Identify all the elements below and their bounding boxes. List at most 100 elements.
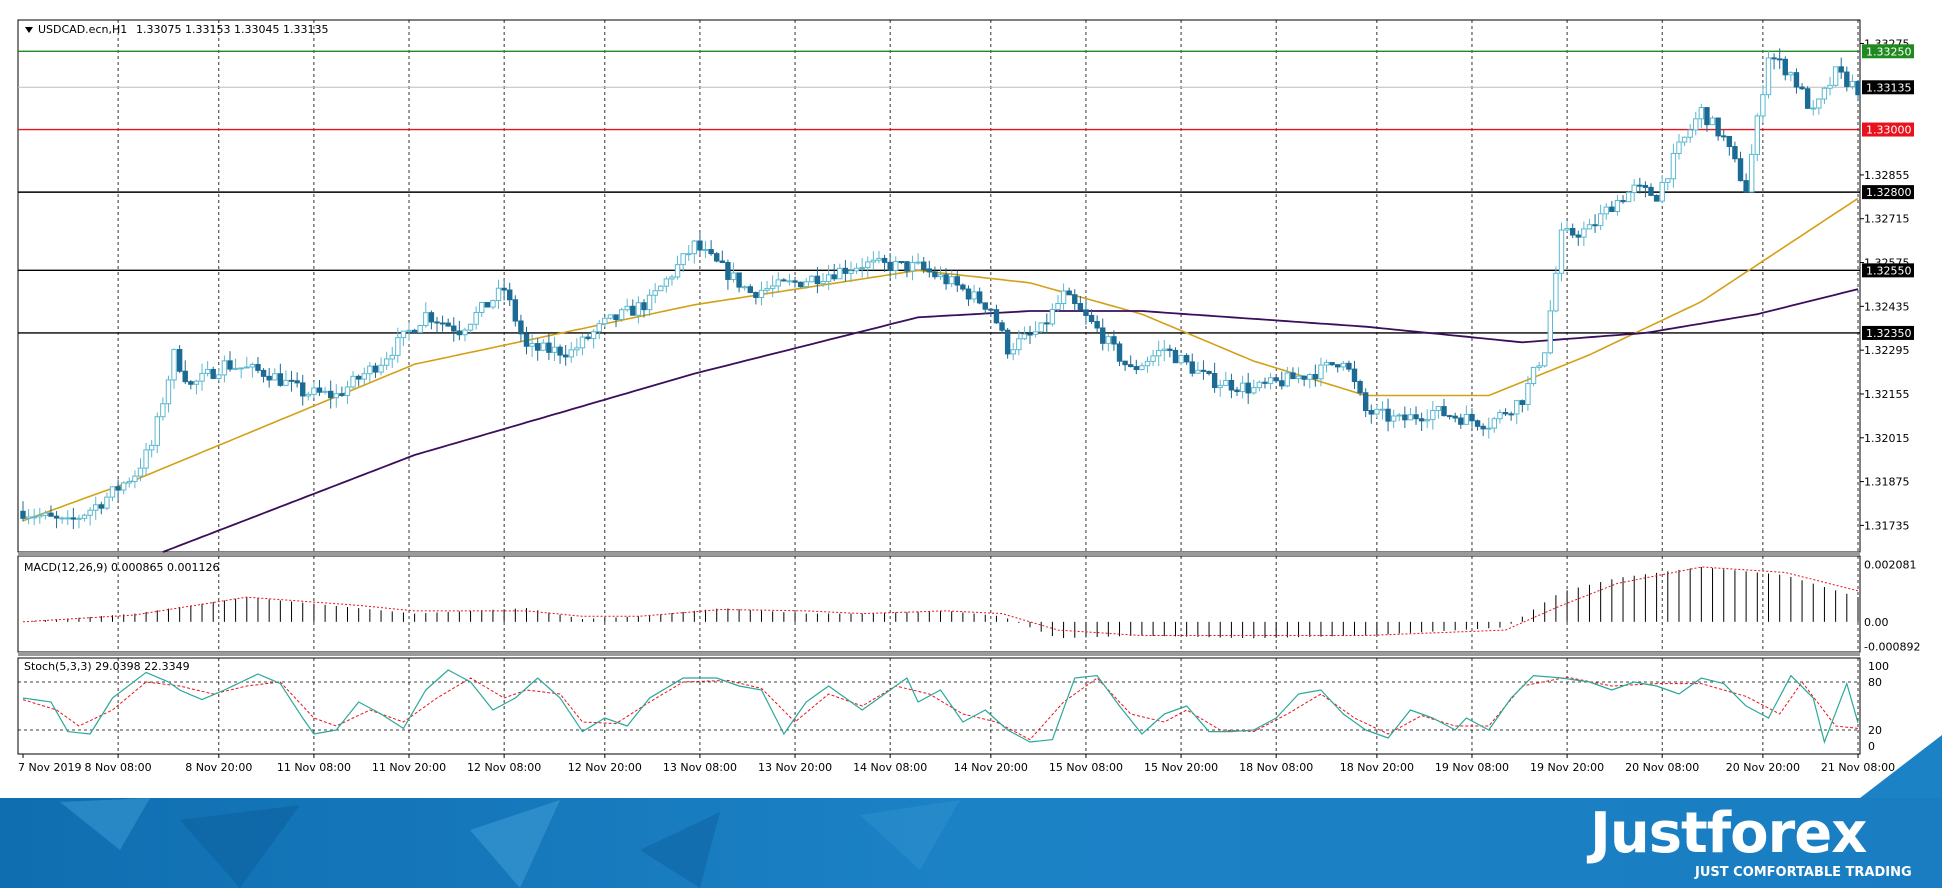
candle-body <box>462 329 468 336</box>
candle-body <box>1032 331 1039 335</box>
candle-body <box>1318 364 1324 380</box>
candle-body <box>1217 384 1223 389</box>
candle-body <box>210 368 216 379</box>
candle-body <box>814 275 821 285</box>
candle-body <box>355 375 362 380</box>
axes: 1.332751.328551.327151.325751.324351.322… <box>18 37 1920 774</box>
candle-body <box>171 349 177 381</box>
candle-body <box>1642 185 1649 188</box>
candle-body <box>658 285 664 292</box>
candle-body <box>1368 410 1374 415</box>
price-tag-1.33000-text: 1.33000 <box>1866 124 1912 137</box>
candle-body <box>590 331 597 340</box>
candle-body <box>1754 115 1760 155</box>
candle-body <box>221 360 228 376</box>
candle-body <box>1693 118 1699 131</box>
candle-body <box>1653 194 1660 202</box>
candle-body <box>1838 66 1844 73</box>
candle-body <box>1167 348 1173 351</box>
x-tick-label: 11 Nov 20:00 <box>372 761 446 774</box>
candle-body <box>803 281 809 288</box>
candle-body <box>1111 336 1117 345</box>
candle-body <box>1821 87 1828 100</box>
candle-body <box>495 287 502 302</box>
candle-body <box>921 261 927 270</box>
candle-body <box>932 271 938 278</box>
x-tick-label: 8 Nov 08:00 <box>85 761 152 774</box>
candle-body <box>512 299 519 322</box>
x-tick-label: 8 Nov 20:00 <box>185 761 252 774</box>
candle-body <box>1502 412 1509 415</box>
candle-body <box>714 253 720 262</box>
price-tag-1.32800-text: 1.32800 <box>1866 186 1912 199</box>
candle-body <box>132 475 138 483</box>
y-tick-label: 1.32855 <box>1864 169 1910 182</box>
candle-body <box>809 275 815 283</box>
stoch-tick-label: 100 <box>1868 660 1889 673</box>
candle-body <box>1760 94 1766 117</box>
candle-body <box>277 373 284 386</box>
candle-body <box>255 363 261 371</box>
candle-body <box>1514 400 1520 415</box>
candle-body <box>1424 419 1430 422</box>
candle-body <box>389 354 395 360</box>
candle-body <box>568 349 574 358</box>
candle-body <box>1804 88 1811 109</box>
candle-body <box>624 305 630 311</box>
chart-menu-icon[interactable] <box>25 27 33 33</box>
candle-body <box>81 514 88 519</box>
candle-body <box>227 360 233 370</box>
candle-body <box>1569 228 1576 236</box>
candle-body <box>1357 381 1363 394</box>
candle-body <box>1396 414 1402 417</box>
candle-body <box>1284 372 1291 387</box>
candle-body <box>1827 84 1833 89</box>
brand-tagline: JUST COMFORTABLE TRADING <box>1694 865 1912 880</box>
candle-body <box>76 517 82 520</box>
candle-body <box>820 280 826 285</box>
candle-body <box>428 312 435 323</box>
price-levels <box>18 50 1860 334</box>
candle-body <box>20 510 26 519</box>
candle-body <box>59 517 65 520</box>
panel-separator-1 <box>18 552 1860 556</box>
candle-body <box>1027 333 1033 336</box>
candle-body <box>98 504 105 509</box>
candle-body <box>769 285 776 290</box>
candle-body <box>876 257 882 261</box>
candle-body <box>300 382 306 397</box>
y-tick-label: 1.31875 <box>1864 476 1910 489</box>
candle-body <box>540 342 546 351</box>
candle-body <box>93 504 99 511</box>
candle-body <box>1049 308 1056 325</box>
candle-body <box>1463 413 1470 425</box>
x-tick-label: 7 Nov 2019 <box>18 761 81 774</box>
candle-body <box>1782 58 1788 76</box>
price-tag-1.32550: 1.32550 <box>1862 263 1914 278</box>
candle-body <box>674 264 681 278</box>
candle-body <box>719 260 726 263</box>
candle-body <box>1480 425 1486 430</box>
candle-body <box>971 291 977 300</box>
candle-body <box>1402 414 1408 421</box>
candle-body <box>926 268 933 273</box>
candle-body <box>574 347 580 351</box>
candle-body <box>1625 191 1632 203</box>
candle-body <box>1195 369 1201 374</box>
candle-body <box>423 312 429 327</box>
candle-body <box>1743 180 1749 193</box>
x-tick-label: 11 Nov 08:00 <box>277 761 351 774</box>
x-tick-label: 12 Nov 20:00 <box>568 761 642 774</box>
candle-body <box>1597 213 1604 227</box>
candle-body <box>199 372 205 382</box>
candle-body <box>1497 412 1503 420</box>
candle-body <box>244 366 250 369</box>
candle-body <box>602 317 608 325</box>
candle-body <box>1407 414 1414 421</box>
stoch-tick-label: 0 <box>1868 740 1875 753</box>
candle-body <box>1726 135 1733 148</box>
price-tag-1.33250-text: 1.33250 <box>1866 45 1912 58</box>
candle-body <box>1676 141 1682 154</box>
candle-body <box>909 262 916 272</box>
